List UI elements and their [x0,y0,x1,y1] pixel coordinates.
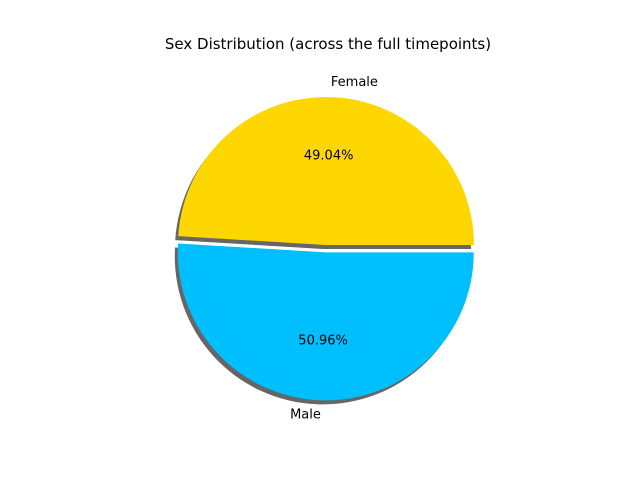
slice-pct-label-male: 50.96% [298,334,348,349]
pie-labels: Female 49.04% Male 50.96% [290,75,378,423]
slice-pct-label-female: 49.04% [304,149,354,164]
chart-title: Sex Distribution (across the full timepo… [165,35,491,53]
slice-female [178,96,474,245]
slice-male [177,243,474,401]
slice-label-male: Male [290,408,321,423]
pie-slices [177,96,474,401]
slice-label-female: Female [331,75,378,90]
